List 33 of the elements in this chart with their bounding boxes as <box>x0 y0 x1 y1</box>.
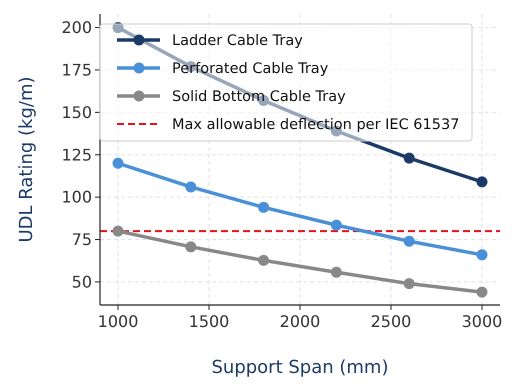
x-tick-label: 2500 <box>370 312 412 331</box>
point <box>476 176 488 188</box>
y-tick-label: 150 <box>61 102 92 122</box>
point <box>185 181 196 192</box>
y-tick-label: 100 <box>61 188 92 207</box>
legend-label: Perforated Cable Tray <box>172 61 329 78</box>
y-axis-title: UDL Rating (kg/m) <box>16 76 37 243</box>
legend-label: Max allowable deflection per IEC 61537 <box>172 117 460 134</box>
point <box>185 241 196 252</box>
point <box>404 152 415 164</box>
y-tick-label: 50 <box>72 272 92 292</box>
y-tick-label: 175 <box>61 60 92 80</box>
x-tick-label: 2000 <box>280 312 320 331</box>
legend-label: Ladder Cable Tray <box>172 33 304 50</box>
x-tick-label: 1500 <box>188 312 230 331</box>
point <box>112 22 124 34</box>
y-tick-label: 200 <box>61 18 92 38</box>
point <box>404 236 415 247</box>
point <box>330 266 342 278</box>
x-tick-label: 3000 <box>462 312 502 331</box>
point <box>258 254 270 266</box>
point <box>476 286 488 298</box>
point <box>476 249 488 260</box>
y-tick-label: 125 <box>61 145 92 164</box>
legend-label: Solid Bottom Cable Tray <box>172 89 346 106</box>
y-tick-label: 75 <box>72 230 92 250</box>
point <box>112 226 124 237</box>
point <box>112 158 124 169</box>
x-axis-title: Support Span (mm) <box>211 357 389 378</box>
point <box>258 202 270 213</box>
point <box>330 220 342 231</box>
x-tick-label: 1000 <box>98 312 138 331</box>
point <box>404 278 415 290</box>
